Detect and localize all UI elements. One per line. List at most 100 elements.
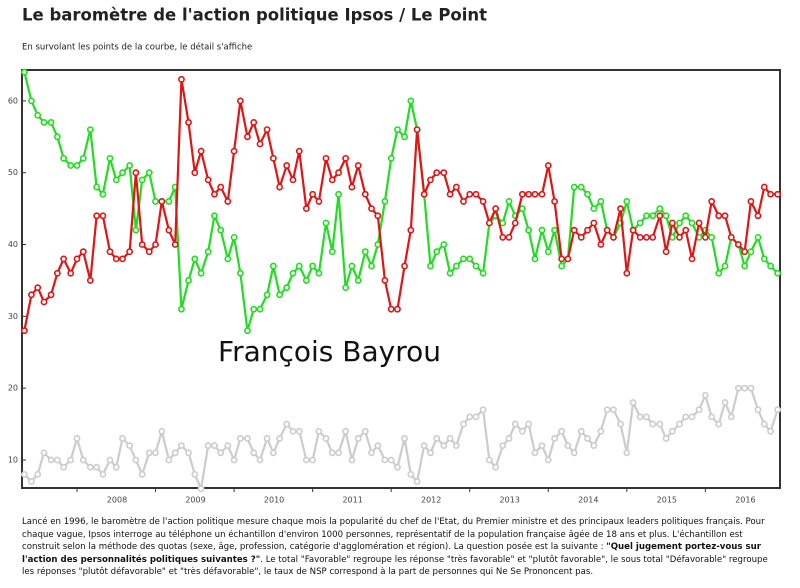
data-point (505, 435, 513, 442)
data-point (440, 241, 448, 248)
data-point (394, 463, 401, 471)
data-point (727, 233, 735, 241)
data-point (727, 413, 735, 421)
data-point (302, 205, 310, 213)
data-point (211, 190, 218, 198)
data-point (381, 456, 389, 464)
data-point (466, 255, 474, 263)
data-point (158, 198, 166, 205)
data-point (368, 205, 375, 213)
data-point (152, 449, 159, 457)
data-point (452, 262, 460, 270)
data-point (741, 384, 749, 392)
data-point (342, 427, 350, 435)
data-point (86, 126, 94, 134)
data-point (734, 384, 742, 392)
data-point (106, 154, 114, 162)
data-point (754, 212, 762, 220)
x-tick-label: 2015 (657, 496, 677, 505)
data-point (394, 305, 401, 313)
data-point (224, 255, 232, 263)
data-point (570, 183, 578, 191)
data-point (590, 442, 598, 450)
data-point (145, 248, 153, 256)
data-point (662, 212, 670, 220)
x-tick-label: 2011 (342, 496, 362, 505)
data-point (505, 198, 513, 205)
data-point (34, 470, 42, 478)
data-point (374, 212, 382, 220)
data-point (479, 406, 487, 414)
data-point (309, 190, 317, 198)
data-point (747, 198, 755, 205)
data-point (708, 233, 716, 241)
data-point (538, 442, 546, 450)
data-point (348, 456, 356, 464)
data-point (289, 176, 297, 184)
data-point (191, 169, 199, 177)
data-point (479, 198, 487, 205)
data-point (132, 226, 140, 234)
x-tick-label: 2010 (264, 496, 284, 505)
data-point (525, 420, 533, 428)
data-point (230, 233, 238, 241)
data-point (649, 212, 657, 220)
data-point (191, 470, 199, 478)
data-point (204, 442, 212, 450)
data-point (433, 435, 441, 442)
data-point (315, 427, 323, 435)
data-point (629, 226, 637, 234)
data-point (374, 241, 382, 248)
data-point (381, 277, 389, 284)
data-point (185, 449, 192, 457)
data-point (276, 183, 284, 191)
data-point (152, 241, 159, 248)
data-point (485, 219, 493, 227)
data-point (276, 291, 284, 299)
data-point (28, 291, 35, 299)
data-point (420, 190, 428, 198)
data-point (643, 233, 650, 241)
data-point (551, 435, 558, 442)
data-point (132, 456, 140, 464)
data-point (668, 427, 676, 435)
data-point (34, 111, 42, 119)
data-point (656, 420, 664, 428)
data-point (656, 205, 664, 213)
data-point (688, 219, 696, 227)
x-tick-label: 2016 (735, 496, 755, 505)
annotation: François Bayrou (218, 335, 441, 368)
data-point (60, 463, 68, 471)
data-point (309, 456, 317, 464)
data-point (53, 269, 61, 277)
data-point (511, 219, 519, 227)
data-point (721, 399, 729, 406)
data-point (276, 435, 284, 442)
data-point (211, 212, 218, 220)
y-tick-label: 10 (8, 455, 18, 464)
data-point (322, 435, 330, 442)
data-point (289, 269, 297, 277)
data-point (472, 262, 480, 270)
data-point (295, 262, 303, 270)
data-point (688, 413, 696, 421)
data-point (302, 456, 310, 464)
data-point (610, 406, 617, 414)
data-point (387, 154, 395, 162)
data-point (354, 435, 362, 442)
data-point (440, 442, 448, 450)
data-point (676, 233, 683, 241)
data-point (754, 406, 762, 414)
data-point (531, 255, 539, 263)
data-point (236, 97, 244, 105)
data-point (256, 305, 264, 313)
data-point (158, 427, 166, 435)
plot-frame (21, 69, 781, 489)
data-point (597, 427, 605, 435)
data-point (99, 470, 107, 478)
data-point (86, 277, 94, 284)
data-point (695, 219, 703, 227)
data-point (328, 449, 336, 457)
data-point (60, 154, 68, 162)
data-point (28, 97, 35, 105)
